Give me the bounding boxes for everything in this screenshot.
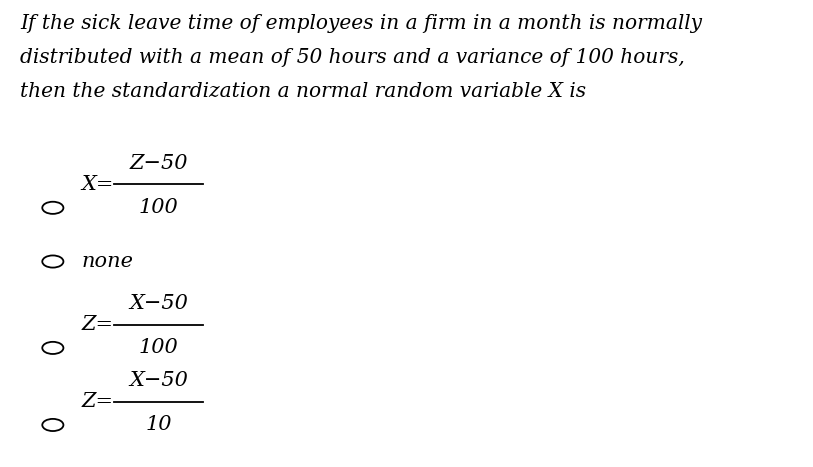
Text: 10: 10 <box>146 416 172 434</box>
Text: none: none <box>81 252 133 271</box>
Text: Z=: Z= <box>81 392 113 411</box>
Text: distributed with a mean of 50 hours and a variance of 100 hours,: distributed with a mean of 50 hours and … <box>20 48 685 67</box>
Text: Z=: Z= <box>81 315 113 334</box>
Text: X−50: X−50 <box>129 294 188 313</box>
Text: X−50: X−50 <box>129 371 188 390</box>
Text: If the sick leave time of employees in a firm in a month is normally: If the sick leave time of employees in a… <box>20 14 702 33</box>
Text: X=: X= <box>81 175 114 194</box>
Text: Z−50: Z−50 <box>129 154 188 173</box>
Text: 100: 100 <box>139 198 178 217</box>
Text: 100: 100 <box>139 339 178 357</box>
Text: then the standardization a normal random variable X is: then the standardization a normal random… <box>20 82 586 101</box>
